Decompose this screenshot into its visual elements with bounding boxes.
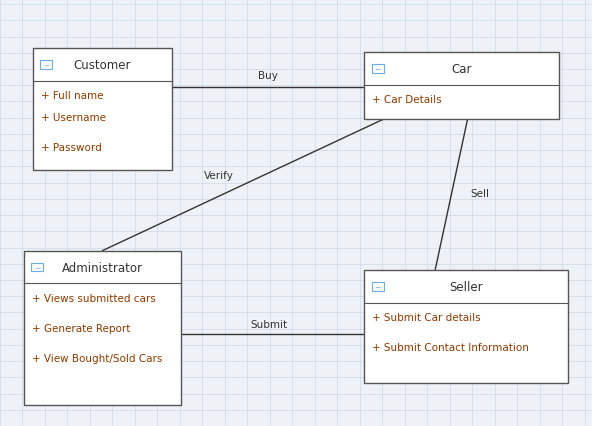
Text: + Submit Car details: + Submit Car details — [372, 312, 481, 322]
Text: Submit: Submit — [251, 319, 288, 329]
Bar — [31, 263, 43, 272]
Text: Car: Car — [452, 63, 472, 76]
Text: −: − — [375, 65, 381, 74]
Text: Customer: Customer — [73, 59, 131, 72]
Text: Buy: Buy — [258, 71, 278, 81]
Text: + Views submitted cars: + Views submitted cars — [32, 293, 156, 303]
Text: + Car Details: + Car Details — [372, 95, 442, 105]
Bar — [33, 49, 172, 170]
Bar — [364, 271, 568, 383]
Bar — [372, 65, 384, 74]
Text: + Generate Report: + Generate Report — [32, 323, 130, 333]
Bar — [364, 53, 559, 119]
Text: + Full name: + Full name — [41, 91, 104, 101]
Bar — [40, 61, 52, 69]
Text: + Password: + Password — [41, 143, 102, 153]
Text: Seller: Seller — [449, 280, 483, 293]
Text: −: − — [43, 60, 49, 70]
Text: Administrator: Administrator — [62, 261, 143, 274]
Bar — [24, 251, 181, 405]
Text: + Submit Contact Information: + Submit Contact Information — [372, 342, 529, 352]
Text: −: − — [375, 282, 381, 291]
Text: + View Bought/Sold Cars: + View Bought/Sold Cars — [32, 353, 162, 363]
Bar — [372, 282, 384, 291]
Text: −: − — [34, 263, 40, 272]
Text: Verify: Verify — [204, 171, 234, 181]
Text: Sell: Sell — [470, 188, 489, 198]
Text: + Username: + Username — [41, 113, 106, 123]
